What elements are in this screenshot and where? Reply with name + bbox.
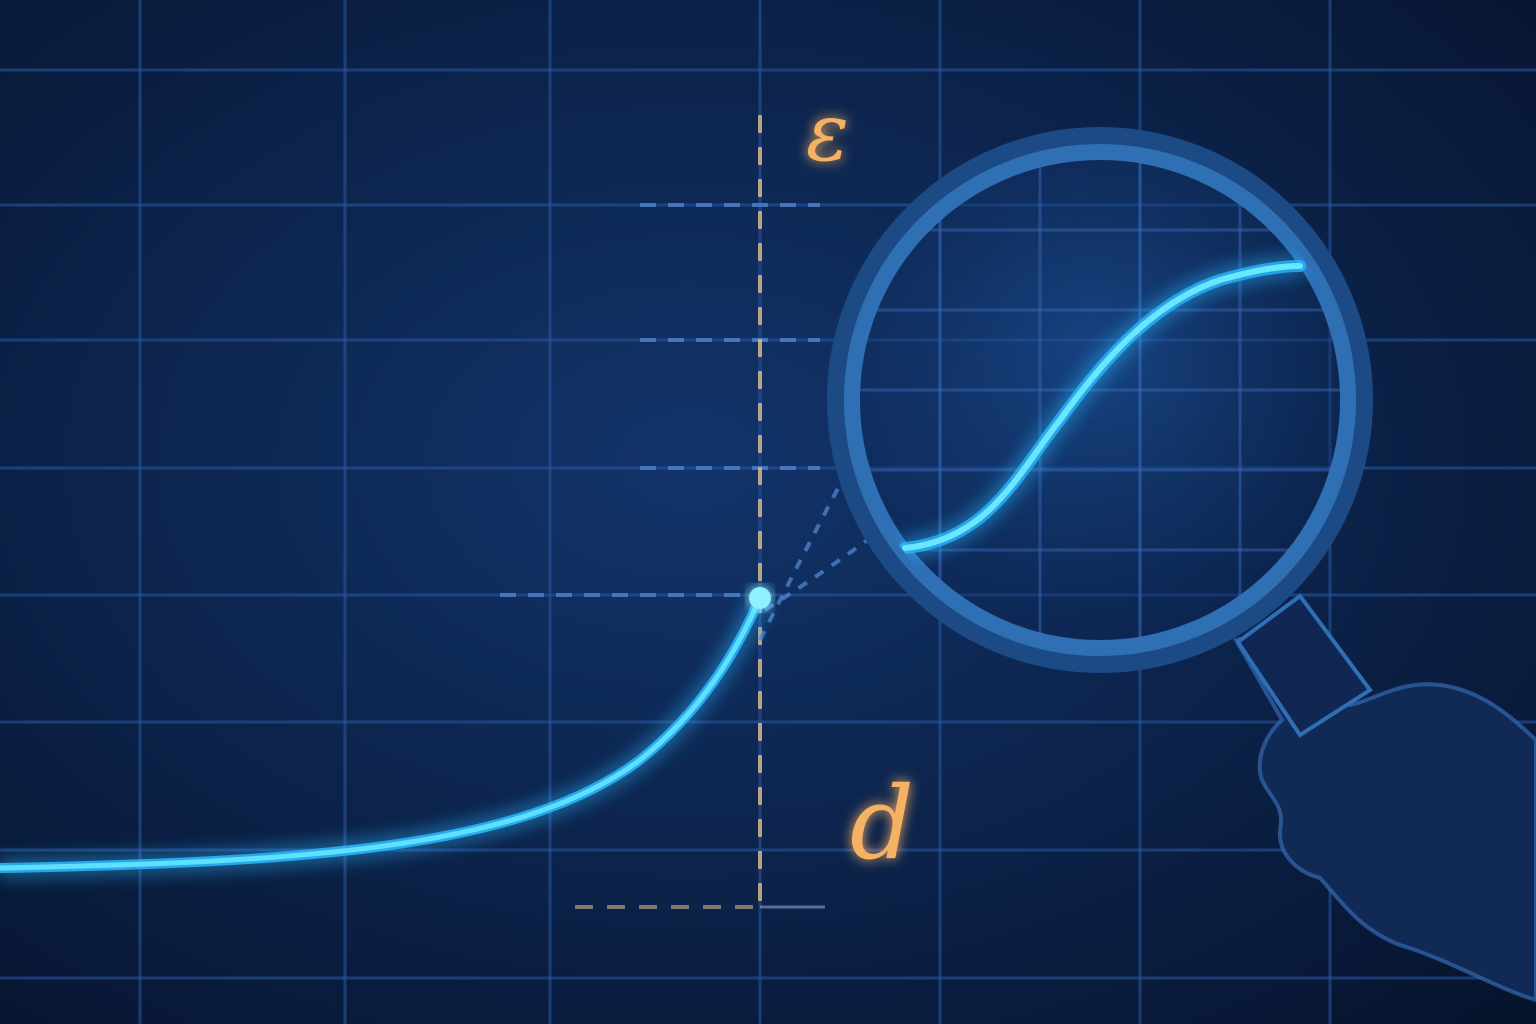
epsilon-label: ε (806, 86, 849, 179)
magnifier-handle (1235, 593, 1373, 738)
limit-point-marker (749, 587, 771, 609)
continuation-dotted-lines (758, 474, 872, 641)
magnified-curve (902, 263, 1303, 551)
delta-label: d (850, 765, 914, 882)
function-curve-core (0, 595, 763, 871)
magnifying-glass-icon (827, 127, 1373, 673)
epsilon-band-guides (500, 203, 820, 597)
